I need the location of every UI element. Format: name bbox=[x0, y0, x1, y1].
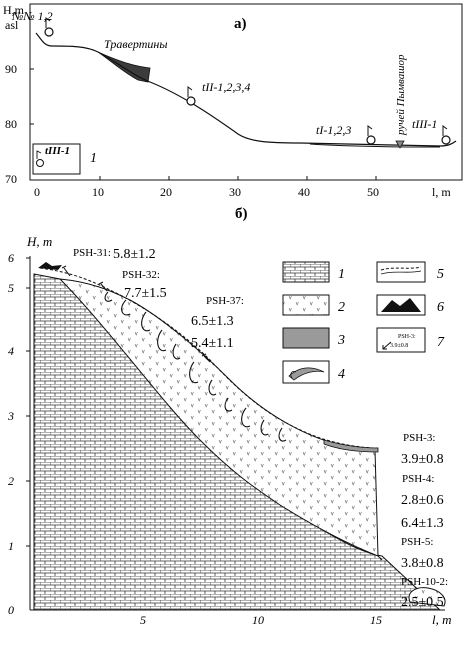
y-tick-4: 4 bbox=[8, 344, 14, 358]
panel-a-frame bbox=[29, 3, 463, 181]
legend-swatch-2 bbox=[282, 294, 330, 316]
legend-symbol-label: tIII-1 bbox=[45, 145, 70, 157]
travertine-label: Травертины bbox=[104, 37, 168, 51]
sample-psh-31-id: PSH-31: bbox=[73, 247, 111, 259]
panel-b-legend: 1 2 3 4 5 6 PSH-3: 3.9±0. bbox=[282, 261, 445, 384]
panel-b-y-ticks: 0 1 2 3 4 5 6 bbox=[7, 251, 30, 617]
x-tick-15: 15 bbox=[370, 613, 382, 627]
panel-a-x-tick-40: 40 bbox=[298, 185, 310, 199]
point-tii: tII-1,2,3,4 bbox=[186, 80, 250, 106]
legend-num-5: 5 bbox=[437, 267, 444, 282]
sample-psh-5: PSH-5: 3.8±0.8 bbox=[401, 536, 444, 571]
point-tii-label: tII-1,2,3,4 bbox=[202, 80, 250, 94]
sample-psh-10-2-id: PSH-10-2: bbox=[401, 576, 448, 588]
soil-boundary bbox=[39, 267, 379, 449]
scree-block bbox=[408, 587, 446, 607]
panel-a: а) H,m asl 70 80 90 0 10 20 30 40 50 l, … bbox=[3, 3, 463, 199]
panel-a-legend: tIII-1 1 bbox=[32, 143, 97, 175]
legend-number-1: 1 bbox=[90, 151, 97, 166]
sample-psh-37-age-1: 6.5±1.3 bbox=[191, 314, 234, 329]
sample-psh-10-2: PSH-10-2: 2.5±0.5 bbox=[401, 576, 448, 610]
y-tick-1: 1 bbox=[8, 539, 14, 553]
legend-num-4: 4 bbox=[338, 367, 345, 382]
sample-psh-4: PSH-4: 2.8±0.6 6.4±1.3 bbox=[401, 473, 444, 531]
legend-num-3: 3 bbox=[337, 333, 345, 348]
panel-a-y-axis-label: H,m bbox=[3, 3, 25, 17]
panel-a-y-axis-unit: asl bbox=[5, 18, 19, 32]
y-tick-3: 3 bbox=[7, 409, 14, 423]
legend-swatch-1 bbox=[282, 261, 330, 283]
sample-psh-5-id: PSH-5: bbox=[401, 536, 433, 548]
legend-num-1: 1 bbox=[338, 267, 345, 282]
panel-b-label: б) bbox=[235, 206, 248, 222]
panel-a-x-tick-30: 30 bbox=[229, 185, 241, 199]
legend-swatch-7 bbox=[376, 327, 426, 353]
profile-lower-line bbox=[309, 143, 441, 148]
sample-psh-37: PSH-37: 6.5±1.3 5.4±1.1 bbox=[191, 295, 244, 351]
sample-psh-3-id: PSH-3: bbox=[403, 432, 435, 444]
panel-b-x-ticks: 5 10 15 bbox=[140, 606, 382, 627]
legend-num-2: 2 bbox=[338, 300, 345, 315]
sample-psh-4-id: PSH-4: bbox=[402, 473, 434, 485]
y-tick-5: 5 bbox=[8, 281, 14, 295]
y-tick-2: 2 bbox=[8, 474, 14, 488]
x-tick-5: 5 bbox=[140, 613, 146, 627]
sample-psh-37-age-2: 5.4±1.1 bbox=[191, 336, 234, 351]
x-tick-10: 10 bbox=[252, 613, 264, 627]
panel-b-y-axis-label: H, m bbox=[26, 234, 52, 249]
point-tiii: tIII-1 bbox=[412, 117, 451, 145]
sample-psh-32-age: 7.7±1.5 bbox=[124, 286, 167, 301]
sample-psh-4-age-2: 6.4±1.3 bbox=[401, 516, 444, 531]
sample-psh-5-age: 3.8±0.8 bbox=[401, 556, 444, 571]
sample-psh-4-age-1: 2.8±0.6 bbox=[401, 493, 444, 508]
legend-num-6: 6 bbox=[437, 300, 444, 315]
legend-7-sample: PSH-3: bbox=[398, 334, 416, 340]
panel-b: б) H, m l, m 0 1 2 3 4 5 6 5 10 15 bbox=[7, 206, 452, 627]
panel-a-x-tick-20: 20 bbox=[160, 185, 172, 199]
panel-a-y-tick-90: 90 bbox=[5, 62, 17, 76]
y-tick-0: 0 bbox=[8, 603, 14, 617]
panel-a-x-axis-label: l, m bbox=[432, 185, 451, 199]
point-tiii-label: tIII-1 bbox=[412, 117, 437, 131]
point-1-2-label: №№ 1,2 bbox=[11, 9, 53, 23]
stream-marker bbox=[395, 140, 405, 149]
sod-cap bbox=[38, 262, 62, 270]
sample-psh-31: PSH-31: 5.8±1.2 bbox=[73, 247, 156, 262]
sample-psh-3: PSH-3: 3.9±0.8 bbox=[401, 432, 444, 467]
panel-a-x-tick-50: 50 bbox=[367, 185, 379, 199]
legend-swatch-3 bbox=[282, 327, 330, 349]
gray-layer bbox=[323, 439, 379, 453]
point-ti-label: tI-1,2,3 bbox=[316, 123, 351, 137]
point-ti: tI-1,2,3 bbox=[316, 123, 376, 145]
panel-a-x-tick-10: 10 bbox=[92, 185, 104, 199]
sample-psh-32: PSH-32: 7.7±1.5 bbox=[122, 269, 167, 301]
panel-a-label: а) bbox=[234, 16, 247, 32]
y-tick-6: 6 bbox=[8, 251, 14, 265]
sample-psh-31-age: 5.8±1.2 bbox=[113, 247, 156, 262]
sample-markers bbox=[61, 265, 383, 561]
legend-7-age: 3.9±0.8 bbox=[390, 343, 408, 349]
panel-b-x-axis-label: l, m bbox=[432, 612, 452, 627]
point-1-2: №№ 1,2 bbox=[11, 9, 54, 37]
sample-psh-32-id: PSH-32: bbox=[122, 269, 160, 281]
sample-psh-3-age: 3.9±0.8 bbox=[401, 452, 444, 467]
sample-psh-10-2-age: 2.5±0.5 bbox=[401, 595, 444, 610]
travertine-dams bbox=[104, 291, 287, 442]
panel-a-x-tick-0: 0 bbox=[34, 185, 40, 199]
panel-a-y-tick-80: 80 bbox=[5, 117, 17, 131]
profile-line bbox=[35, 32, 457, 147]
panel-a-y-tick-70: 70 bbox=[5, 172, 17, 186]
legend-num-7: 7 bbox=[437, 335, 445, 350]
stream-label: ручей Пымвашор bbox=[395, 54, 407, 136]
sample-psh-37-id: PSH-37: bbox=[206, 295, 244, 307]
